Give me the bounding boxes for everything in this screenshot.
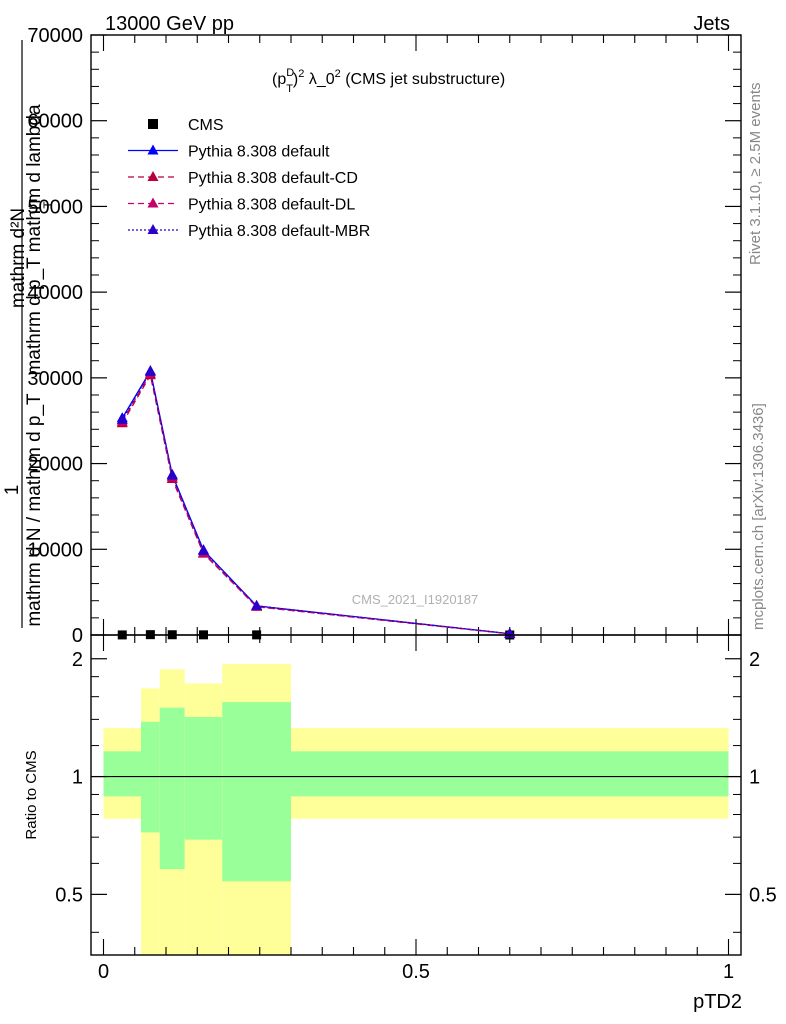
data-point-triangle <box>251 599 263 610</box>
analysis-watermark: CMS_2021_I1920187 <box>352 592 479 607</box>
legend-marker-triangle <box>147 197 159 208</box>
legend-marker-square <box>148 119 158 129</box>
main-ytick-label: 0 <box>72 625 83 647</box>
ratio-inner-band <box>159 707 185 870</box>
legend-entry-label: CMS <box>188 117 224 134</box>
main-ytick-label: 60000 <box>27 111 83 133</box>
legend-entry-label: Pythia 8.308 default-DL <box>188 197 355 214</box>
ratio-inner-band <box>184 716 223 840</box>
ratio-ytick-label-right: 1 <box>749 767 760 789</box>
mcplots-label: mcplots.cern.ch [arXiv:1306.3436] <box>750 403 767 630</box>
ylabel-subscript: T <box>41 201 55 209</box>
x-axis-label: pTD2 <box>693 991 742 1013</box>
ratio-ytick-label-right: 0.5 <box>749 884 777 906</box>
legend-entry-label: Pythia 8.308 default-MBR <box>188 223 370 240</box>
main-axis-ticks <box>91 34 741 636</box>
main-ytick-label: 10000 <box>27 539 83 561</box>
main-y-tick-labels: 0 10000 20000 30000 40000 50000 60000 70000 <box>27 25 83 647</box>
main-ytick-label: 30000 <box>27 368 83 390</box>
ratio-inner-band <box>291 751 729 797</box>
legend: CMS Pythia 8.308 default Pythia 8.308 defa… <box>128 117 370 240</box>
jets-label: Jets <box>693 13 730 35</box>
ratio-ytick-label: 1 <box>72 767 83 789</box>
ylabel-prefactor: 1 <box>2 485 23 496</box>
ylabel-numerator: mathrm d²N <box>8 208 29 308</box>
series-line <box>121 371 510 635</box>
legend-marker-triangle <box>147 144 159 155</box>
xtick-label: 0.5 <box>402 961 430 983</box>
main-ytick-label: 20000 <box>27 454 83 476</box>
main-ytick-label: 40000 <box>27 282 83 304</box>
data-point-triangle <box>144 365 156 376</box>
xtick-label: 1 <box>723 961 734 983</box>
ratio-y-axis-label: Ratio to CMS <box>23 750 40 839</box>
data-point-triangle <box>116 413 128 424</box>
x-tick-labels: 0 0.5 1 <box>98 961 734 983</box>
legend-entry-label: Pythia 8.308 default-CD <box>188 170 358 187</box>
ratio-ytick-label-right: 2 <box>749 649 760 671</box>
ratio-ytick-label: 2 <box>72 649 83 671</box>
plot-title: (pD T)2 λ_02 (CMS jet substructure) <box>272 67 505 95</box>
energy-label: 13000 GeV pp <box>105 13 234 35</box>
legend-entry-label: Pythia 8.308 default <box>188 144 330 161</box>
main-y-axis-label: mathrm d²N mathrm d p_T mathrm d lambda … <box>2 40 55 628</box>
ratio-bands-layer <box>103 663 729 955</box>
ylabel-prefactor-denominator: mathrm d N / mathrm d p_T <box>24 393 45 627</box>
rivet-version-label: Rivet 3.1.10, ≥ 2.5M events <box>747 83 764 266</box>
ratio-y-tick-labels: 0.5 0.5 1 1 2 2 <box>55 649 777 907</box>
data-point-triangle <box>198 545 209 555</box>
xtick-label: 0 <box>98 961 109 983</box>
data-point-triangle <box>166 469 178 480</box>
ratio-ytick-label: 0.5 <box>55 884 83 906</box>
main-ytick-label: 50000 <box>27 196 83 218</box>
ratio-inner-band <box>103 751 141 797</box>
ratio-inner-band <box>222 702 291 882</box>
main-ytick-label: 70000 <box>27 25 83 47</box>
legend-marker-triangle <box>147 171 159 181</box>
legend-marker-triangle <box>147 224 159 234</box>
ylabel-denominator: mathrm d p_T mathrm d lambda <box>24 104 45 375</box>
